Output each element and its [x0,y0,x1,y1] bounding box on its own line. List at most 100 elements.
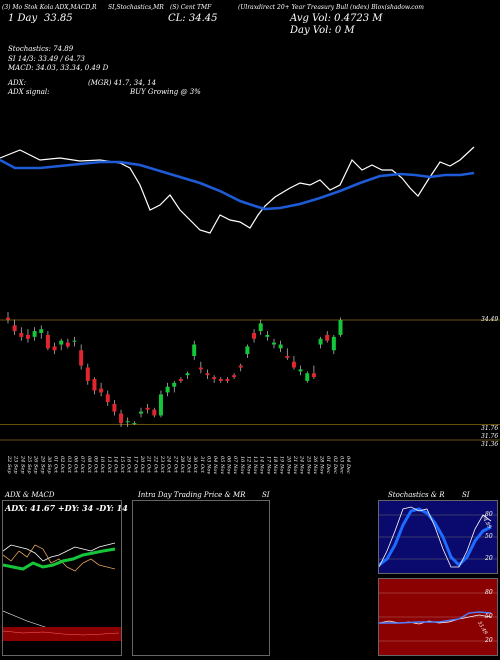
date-tick-label: 26 Sep [33,455,39,474]
adx-panel-title: ADX & MACD [5,491,55,499]
candle [198,361,203,374]
date-tick-label: 28 Nov [319,455,325,474]
date-tick-label: 25 Nov [305,455,311,474]
adx-line [3,547,116,571]
candle-body [272,342,276,345]
date-tick-label: 08 Oct [86,456,92,474]
date-tick-label: 24 Oct [166,455,172,474]
mrsi-panel-suffix: SI [262,491,270,499]
date-tick-label: 21 Nov [292,455,298,474]
rsi-level-80: 80 [485,589,493,596]
day-label: 1 Day [8,13,38,24]
stoch-level-80: 80 [485,511,493,518]
stoch-panel-title: Stochastics & R [388,491,445,499]
date-tick-label: 07 Nov [232,456,238,474]
mrsi-panel-title: Intra Day Trading Price & MR [138,491,246,499]
candle [145,403,150,414]
candle-body [278,344,283,349]
candle [185,371,190,380]
candle [212,375,217,383]
rsi-level-20: 20 [485,637,493,644]
candle-body [212,377,217,380]
candle [225,377,230,383]
avg-vol: Avg Vol: 0.4723 M [290,13,383,24]
candle [245,344,250,358]
candle [79,344,84,370]
candle-body [225,379,230,381]
date-tick-label: 26 Nov [312,455,318,474]
date-tick-label: 25 Sep [26,455,32,474]
date-tick-label: 13 Oct [106,456,112,474]
candle [52,342,57,355]
stoch-d-line [379,507,492,568]
candle [158,390,163,418]
candle-body [165,386,170,393]
candle [39,325,44,339]
candle-body [158,394,163,416]
candle-body [119,413,124,424]
date-tick-label: 22 Sep [6,455,12,474]
date-tick-label: 09 Oct [92,456,98,474]
candle-body [112,403,117,412]
adx-panel: ADX: 41.67 +DY: 34 -DY: 14 [2,500,128,656]
candle [152,407,157,418]
candle [272,338,276,349]
candle [258,319,263,335]
date-tick-label: 07 Oct [79,456,85,474]
stoch-level-20: 20 [485,555,493,562]
date-tick-label: 28 Oct [179,455,185,474]
plus-di-line [3,542,116,562]
candle-body [298,369,303,372]
candle [59,338,64,351]
candle-body [105,394,110,403]
price-line [0,146,475,234]
candle [139,407,143,418]
candle-body [245,346,250,355]
date-tick-label: 30 Oct [192,456,198,474]
candle [125,417,130,427]
date-tick-label: 24 Sep [19,455,25,474]
date-tick-label: 20 Nov [285,455,291,474]
candle-body [318,338,323,345]
candle-body [311,373,316,378]
date-tick-label: 19 Nov [279,456,285,474]
candle [311,365,316,380]
date-tick-label: 10 Nov [239,456,245,474]
candle [218,377,223,383]
date-tick-label: 10 Oct [99,456,105,474]
candle-body [139,411,143,414]
candle [132,421,137,426]
mrsi-panel [132,500,270,656]
candle-body [72,340,77,342]
candle [265,331,270,341]
low-price-label-1: 31.76 [481,425,499,432]
candle [318,336,323,349]
candle-body [258,323,263,332]
candle-body [291,361,296,368]
candle-body [252,333,257,339]
candle-body [79,350,84,366]
header-title-mid: SI,Stochastics,MR [108,4,164,11]
candle [85,363,90,385]
candle [331,334,336,355]
stochastics-chart [379,506,497,568]
date-tick-label: 06 Oct [73,456,79,474]
candle-body [325,334,330,341]
candle [238,363,243,372]
candle-body [59,340,64,345]
date-tick-label: 24 Nov [299,455,305,474]
rsi-chart [379,592,497,642]
macd-signal-line [3,630,120,636]
stochastics-readout: Stochastics: 74.89 [8,45,74,53]
price-ma-chart [0,146,475,234]
date-tick-label: 01 Dec [325,456,331,474]
date-tick-label: 16 Oct [126,456,132,474]
adx-signal-label: ADX signal: [8,88,50,96]
candle [65,338,70,349]
date-tick-label: 14 Oct [112,456,118,474]
adx-panel-readout: ADX: 41.67 +DY: 34 -DY: 14 [5,503,128,513]
candle-body [172,382,177,387]
date-tick-label: 27 Oct [172,455,178,474]
candle-body [125,421,130,423]
candle-body [132,423,137,425]
